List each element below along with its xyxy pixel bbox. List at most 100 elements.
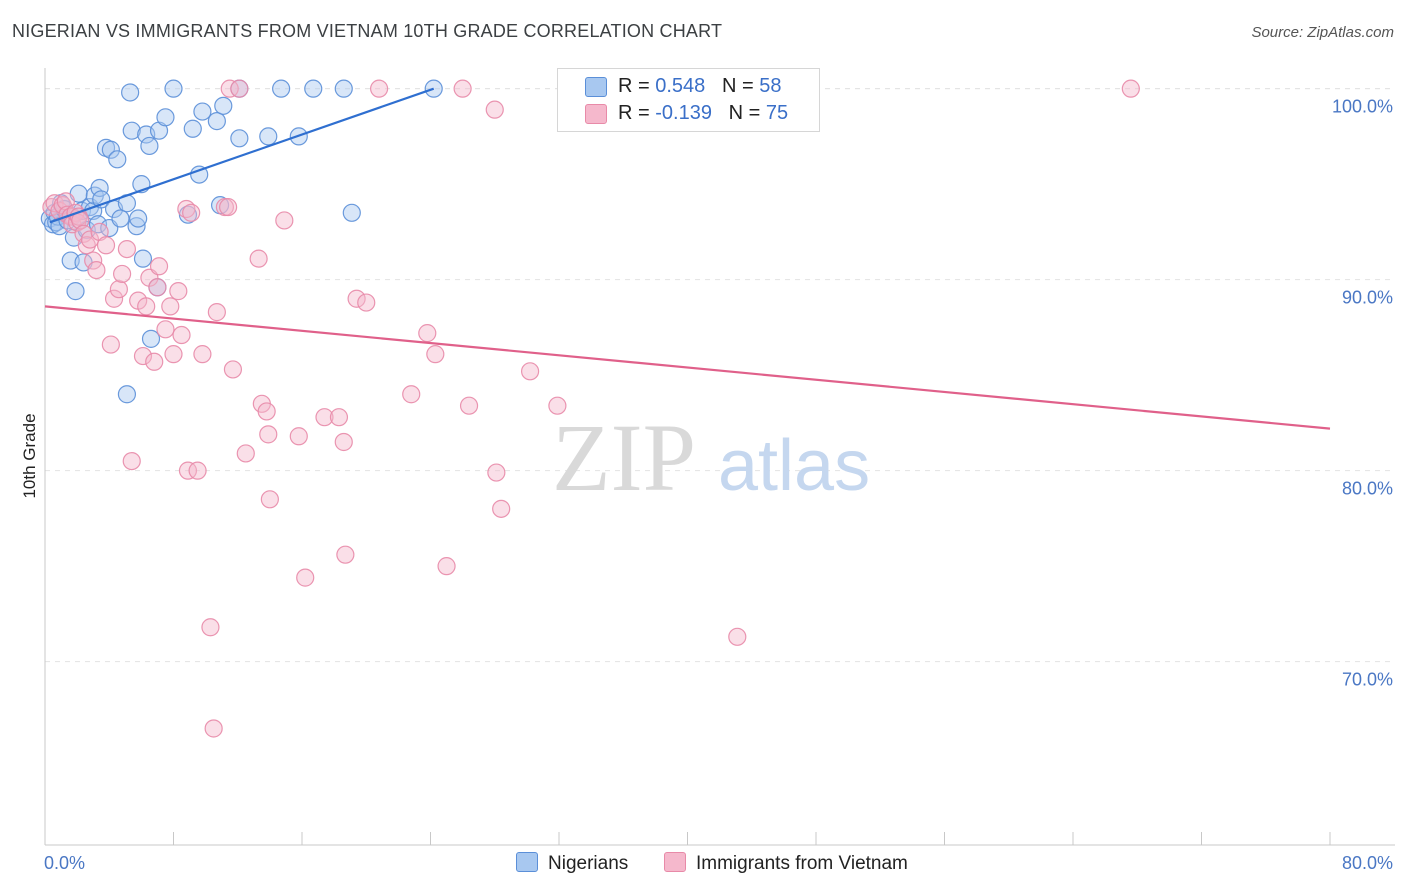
- data-point: [112, 264, 132, 284]
- trend-lines: [44, 87, 1331, 430]
- data-point: [296, 568, 315, 587]
- y-tick-label: 90.0%: [1342, 288, 1393, 308]
- n-label: N =: [728, 102, 766, 124]
- data-point: [219, 197, 238, 217]
- n-value: 58: [759, 75, 782, 97]
- data-point: [190, 165, 209, 184]
- stats-legend: R = 0.548 N = 58 R = -0.139 N = 75: [557, 68, 820, 132]
- data-point: [347, 289, 366, 308]
- data-point: [260, 490, 279, 509]
- data-point: [1121, 79, 1140, 98]
- r-value: 0.548: [655, 75, 706, 97]
- data-point: [156, 320, 175, 339]
- data-point: [257, 402, 276, 421]
- data-point: [275, 211, 294, 230]
- data-point: [249, 249, 268, 268]
- data-point: [164, 345, 183, 364]
- data-point: [148, 278, 167, 297]
- data-point: [129, 209, 148, 228]
- trend-line: [44, 305, 1331, 430]
- data-point: [207, 303, 226, 322]
- data-point: [178, 461, 198, 480]
- data-point: [459, 396, 479, 415]
- y-tick-label: 70.0%: [1342, 670, 1393, 690]
- data-point: [108, 150, 127, 169]
- x-tick-label-max: 80.0%: [1342, 853, 1393, 873]
- data-point: [329, 408, 349, 427]
- data-point: [342, 203, 361, 222]
- data-point: [304, 79, 323, 98]
- data-point: [122, 121, 141, 140]
- gridlines: [45, 88, 1395, 663]
- data-point: [418, 324, 437, 343]
- data-point: [426, 345, 445, 364]
- data-point: [193, 102, 212, 121]
- legend-item-vietnam: Immigrants from Vietnam: [664, 852, 908, 875]
- data-point: [223, 360, 243, 379]
- r-label: R =: [618, 102, 656, 124]
- data-point: [453, 79, 472, 98]
- legend-swatch-blue: [585, 77, 607, 97]
- data-point: [80, 230, 100, 249]
- data-point: [370, 79, 389, 98]
- legend-label: Immigrants from Vietnam: [696, 853, 908, 874]
- watermark: ZIP atlas: [552, 404, 870, 511]
- data-point: [230, 79, 249, 98]
- data-point: [101, 335, 120, 354]
- data-point: [169, 282, 188, 301]
- data-point: [520, 362, 540, 381]
- data-point: [201, 618, 220, 637]
- y-tick-label: 80.0%: [1342, 479, 1393, 499]
- data-point: [259, 127, 278, 146]
- data-point: [117, 239, 137, 259]
- data-point: [90, 178, 109, 198]
- data-point: [121, 83, 140, 102]
- x-tick-label-min: 0.0%: [44, 853, 85, 873]
- data-point: [487, 463, 506, 482]
- y-axis-label: 10th Grade: [20, 413, 39, 498]
- data-point: [289, 427, 308, 446]
- chart-title: NIGERIAN VS IMMIGRANTS FROM VIETNAM 10TH…: [12, 21, 723, 41]
- data-point: [336, 545, 355, 564]
- data-point: [137, 297, 156, 316]
- data-point: [182, 203, 201, 222]
- data-point: [334, 432, 353, 452]
- data-point: [111, 209, 130, 228]
- data-point: [164, 79, 183, 98]
- data-point: [156, 108, 175, 127]
- data-point: [334, 79, 353, 98]
- data-point: [87, 260, 106, 280]
- data-point: [230, 129, 249, 148]
- data-point: [193, 345, 212, 364]
- watermark-zip: ZIP: [552, 404, 696, 511]
- data-points: [40, 79, 1140, 738]
- data-point: [117, 385, 137, 404]
- data-point: [548, 396, 567, 415]
- data-point: [84, 251, 103, 270]
- data-point: [485, 100, 504, 119]
- data-point: [122, 451, 141, 471]
- data-point: [140, 136, 159, 156]
- data-point: [77, 236, 96, 255]
- tick-labels: 70.0% 80.0% 90.0% 100.0% 0.0% 80.0%: [44, 97, 1393, 873]
- data-point: [214, 96, 233, 115]
- data-point: [88, 215, 108, 234]
- data-point: [127, 217, 146, 236]
- r-value: -0.139: [655, 102, 712, 124]
- data-point: [133, 249, 153, 268]
- axes: [44, 68, 1395, 846]
- data-point: [272, 79, 291, 98]
- data-point: [315, 408, 334, 427]
- n-value: 75: [765, 102, 789, 124]
- data-point: [145, 352, 164, 371]
- data-point: [492, 499, 511, 518]
- data-point: [437, 557, 456, 576]
- data-point: [357, 293, 376, 312]
- data-point: [133, 346, 153, 366]
- data-point: [183, 119, 202, 138]
- data-point: [259, 425, 278, 444]
- data-point: [204, 719, 223, 738]
- data-point: [220, 79, 239, 98]
- watermark-atlas: atlas: [718, 426, 870, 506]
- legend-swatch-pink: [664, 852, 686, 872]
